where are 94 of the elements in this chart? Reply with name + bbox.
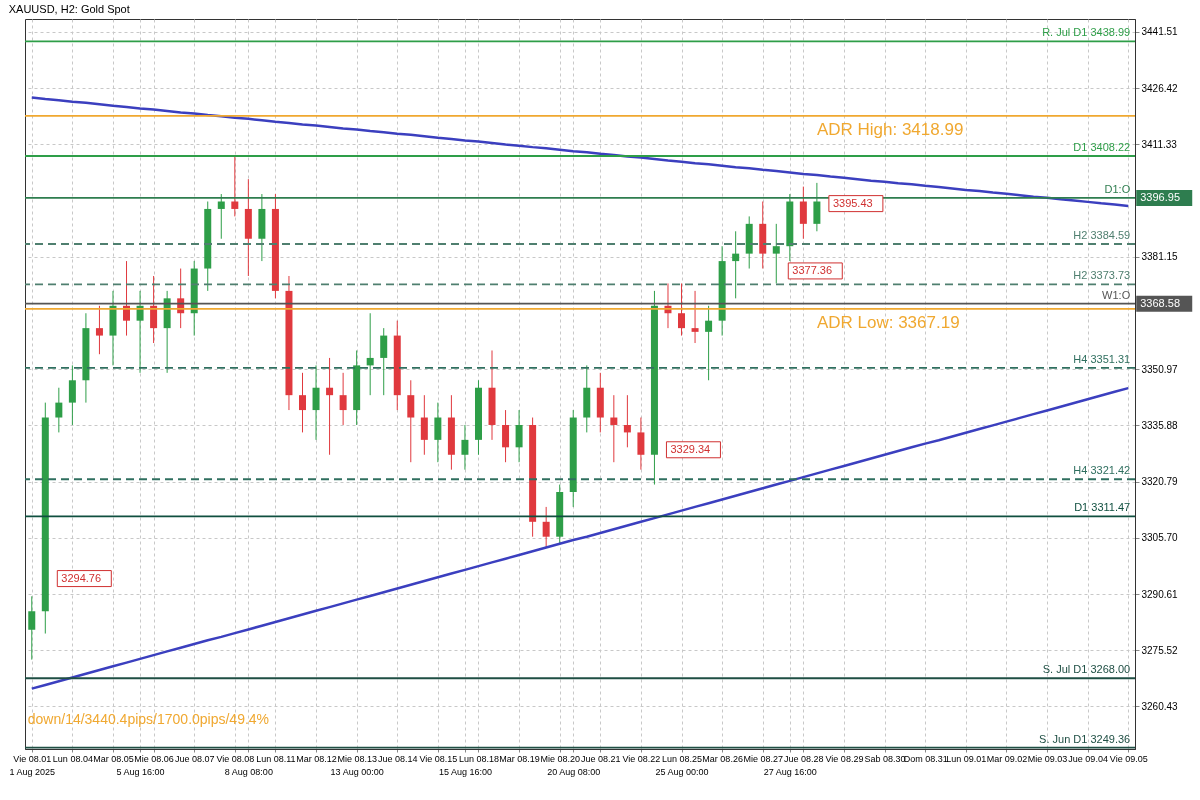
x-tick-label: Jue 08.21 [581, 753, 621, 764]
x-tick-label: 20 Aug 08:00 [547, 766, 601, 777]
candlestick [326, 357, 334, 456]
x-tick-label: Lun 08.18 [458, 753, 499, 764]
candlestick [461, 424, 469, 471]
y-tick-label: 3290.61 [1141, 588, 1179, 600]
annotation: 3329.34 [670, 442, 711, 455]
candlestick [312, 364, 320, 441]
annotation: ADR High: 3418.99 [816, 119, 964, 139]
ref-line-label: H2 3384.59 [1073, 229, 1131, 241]
text: 3396.95 [1140, 190, 1180, 203]
candlestick [678, 282, 686, 337]
x-tick-label: 15 Aug 16:00 [438, 766, 492, 777]
candlestick [434, 402, 442, 463]
annotation: 3377.36 [792, 263, 833, 276]
candlestick [68, 364, 76, 426]
line-series [30, 386, 1130, 690]
y-tick-label: 3350.97 [1141, 363, 1179, 375]
x-tick-label: Jue 09.04 [1068, 753, 1108, 764]
x-tick-label: 5 Aug 16:00 [116, 766, 165, 777]
candlestick [542, 506, 550, 549]
candlestick [28, 595, 36, 661]
candlestick [502, 409, 510, 463]
y-tick-label: 3305.70 [1141, 532, 1179, 544]
candlestick [420, 394, 428, 456]
ref-line-label: S. Jun D1 3249.36 [1039, 732, 1131, 745]
line-series [30, 96, 1130, 208]
x-tick-label: Mar 08.26 [702, 753, 743, 764]
ref-line-label: H4 3321.42 [1073, 464, 1131, 477]
x-tick-label: Mar 09.02 [986, 753, 1028, 764]
x-tick-label: Mar 08.19 [499, 753, 540, 764]
annotation: 3395.43 [832, 196, 873, 209]
ref-line-label: D1 3311.47 [1074, 501, 1131, 514]
candlestick [691, 290, 699, 344]
x-tick-label: Vie 08.15 [419, 753, 458, 764]
annotation: down/14/3440.4pips/1700.0pips/49.4% [27, 711, 270, 727]
annotation: 3294.76 [61, 571, 102, 584]
y-tick-label: 3411.33 [1141, 138, 1178, 150]
x-tick-label: Vie 08.29 [825, 753, 864, 764]
candlestick [772, 223, 780, 284]
y-tick-label: 3275.52 [1141, 644, 1179, 656]
candlestick [637, 417, 645, 471]
x-tick-label: Lun 08.11 [256, 753, 296, 764]
x-tick-label: Lun 09.01 [946, 753, 987, 764]
ref-line-label: H4 3351.31 [1073, 352, 1131, 365]
candlestick [380, 327, 388, 396]
candlestick [339, 372, 347, 426]
y-tick-label: 3320.79 [1141, 476, 1179, 488]
ref-line-label: S. Jul D1 3268.00 [1042, 663, 1131, 676]
y-tick-label: 3381.15 [1141, 251, 1179, 263]
x-tick-label: Vie 09.05 [1109, 753, 1148, 764]
x-tick-label: Jue 08.14 [377, 753, 418, 764]
y-tick-label: 3260.43 [1141, 700, 1179, 712]
ref-line-label: H2 3373.73 [1073, 269, 1131, 282]
x-tick-label: Mar 08.12 [296, 753, 337, 764]
x-tick-label: Mie 09.03 [1027, 753, 1068, 764]
x-tick-label: Mie 08.27 [743, 753, 784, 764]
x-tick-label: Vie 08.22 [622, 753, 661, 764]
y-tick-label: 3441.51 [1141, 26, 1179, 38]
x-tick-label: Mie 08.20 [540, 753, 580, 764]
candlestick [799, 186, 807, 240]
x-tick-label: Dom 08.31 [903, 753, 948, 764]
ref-line-label: W1:O [1102, 288, 1131, 301]
ref-line-label: D1 3408.22 [1073, 140, 1131, 153]
candlestick [407, 379, 415, 463]
x-tick-label: 8 Aug 08:00 [224, 766, 273, 777]
annotation: ADR Low: 3367.19 [816, 312, 960, 332]
candlestick [623, 394, 631, 448]
x-tick-label: Jue 08.07 [174, 753, 215, 764]
candlestick [299, 372, 306, 433]
x-tick-label: Sab 08.30 [864, 753, 906, 764]
ref-line-label: D1:O [1104, 182, 1131, 195]
candlestick [515, 409, 523, 463]
ref-line-label: R. Jul D1 3438.99 [1042, 26, 1131, 39]
candlestick [732, 230, 740, 299]
candlestick [610, 394, 618, 463]
x-tick-label: Vie 08.08 [216, 753, 255, 764]
candlestick [366, 312, 374, 396]
x-tick-label: Lun 08.04 [52, 753, 93, 764]
candlestick [231, 156, 239, 217]
candlestick [217, 193, 225, 240]
y-tick-label: 3335.88 [1141, 419, 1179, 431]
chart-title: XAUUSD, H2: Gold Spot [8, 3, 130, 15]
candlestick [150, 275, 158, 344]
candlestick [705, 305, 713, 381]
text: 3368.58 [1140, 296, 1180, 309]
candlestick [813, 182, 821, 232]
candlestick [95, 305, 103, 355]
x-tick-label: 27 Aug 16:00 [763, 766, 817, 777]
candlestick [55, 387, 63, 433]
y-tick-label: 3426.42 [1141, 82, 1179, 94]
x-tick-label: Jue 08.28 [784, 753, 824, 764]
x-tick-label: Mar 08.05 [93, 753, 134, 764]
x-tick-label: Mie 08.06 [134, 753, 174, 764]
